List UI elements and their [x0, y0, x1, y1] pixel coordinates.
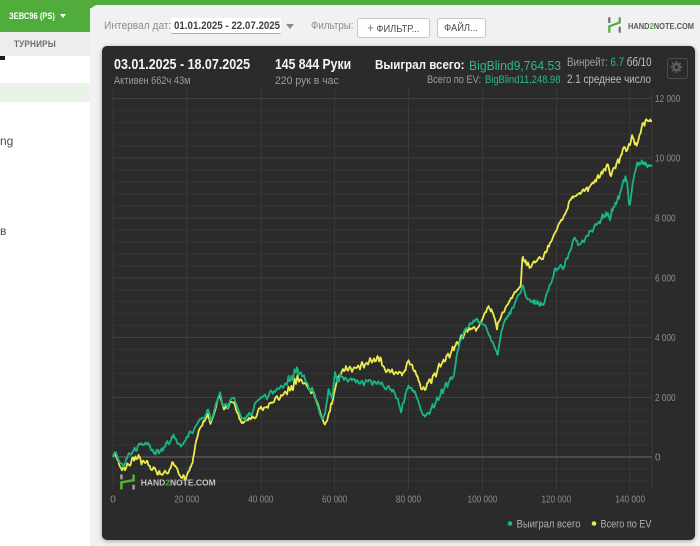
svg-text:HAND2NOTE.COM: HAND2NOTE.COM	[141, 477, 216, 487]
svg-text:Всего по EV: Всего по EV	[601, 518, 653, 530]
svg-text:100 000: 100 000	[468, 495, 498, 506]
svg-text:20 000: 20 000	[174, 495, 200, 506]
svg-text:60 000: 60 000	[322, 495, 348, 506]
svg-text:120 000: 120 000	[541, 495, 571, 506]
svg-text:140 000: 140 000	[615, 495, 645, 506]
svg-text:6 000: 6 000	[655, 273, 676, 284]
svg-text:0: 0	[110, 495, 116, 506]
svg-text:Выиграл всего: Выиграл всего	[517, 518, 581, 530]
svg-text:80 000: 80 000	[396, 495, 422, 506]
svg-text:0: 0	[655, 453, 661, 464]
svg-text:40 000: 40 000	[248, 495, 274, 506]
svg-text:2 000: 2 000	[655, 393, 676, 404]
svg-text:10 000: 10 000	[655, 154, 681, 165]
svg-text:12 000: 12 000	[655, 94, 681, 105]
svg-text:8 000: 8 000	[655, 214, 676, 225]
svg-text:4 000: 4 000	[655, 333, 676, 344]
